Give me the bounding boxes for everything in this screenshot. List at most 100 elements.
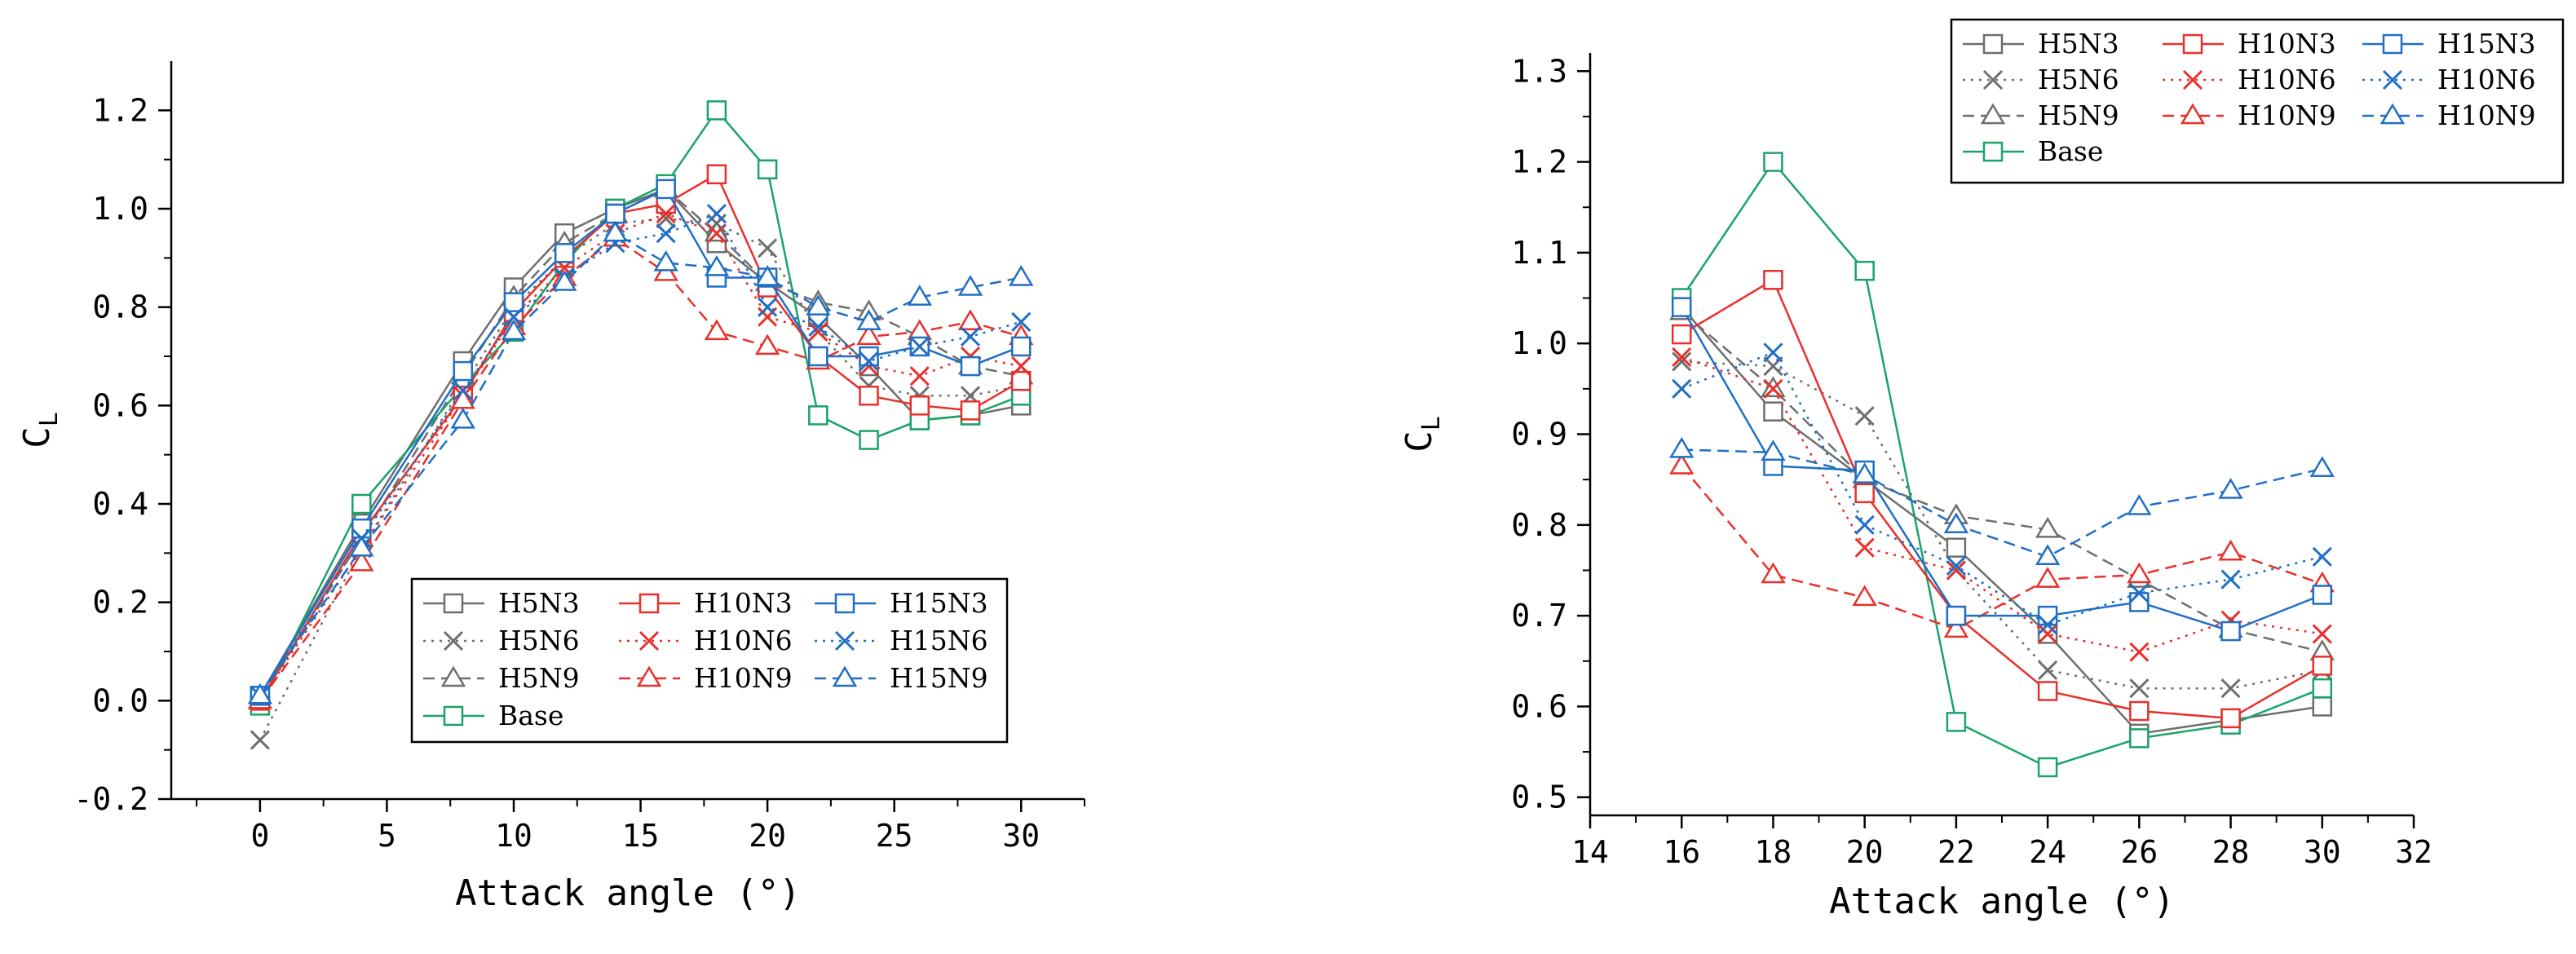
data-point-marker [808, 316, 828, 337]
legend-label: H5N3 [498, 587, 580, 619]
data-point-marker [706, 203, 727, 224]
data-point-marker [757, 159, 778, 179]
legend-entry: H5N3 [1963, 28, 2119, 60]
data-point-marker [808, 321, 828, 342]
data-point-marker [2038, 615, 2058, 635]
data-point-marker [1763, 378, 1783, 399]
data-point-marker [1854, 406, 1875, 426]
data-point-marker [1761, 562, 1786, 584]
legend-entry: H10N6 [2163, 64, 2336, 95]
data-point-marker [2035, 567, 2061, 588]
data-point-marker [503, 292, 524, 312]
y-tick-label: 0.9 [1511, 417, 1567, 453]
x-tick-label: 30 [2304, 834, 2341, 870]
legend-entry: H15N3 [2362, 28, 2536, 60]
data-point-marker [656, 179, 676, 200]
data-point-marker [2129, 700, 2150, 722]
x-tick-label: 10 [495, 818, 532, 854]
legend-entry: H15N9 [815, 662, 988, 694]
legend-marker [638, 630, 660, 651]
y-axis-title: CL [1398, 416, 1446, 453]
data-point-marker [909, 366, 930, 386]
data-point-marker [1854, 483, 1875, 504]
x-axis-title: Attack angle (°) [1829, 881, 2175, 922]
legend-entry: H15N6 [815, 625, 988, 656]
legend-entry: H10N9 [2163, 99, 2336, 131]
series-line [1681, 307, 2323, 633]
data-point-marker [2312, 696, 2333, 717]
data-point-marker [909, 336, 930, 356]
legend-marker [443, 705, 464, 727]
legend-label: H10N9 [2238, 99, 2336, 131]
legend-marker [636, 665, 662, 687]
data-point-marker [2129, 642, 2150, 662]
legend-marker [834, 593, 855, 614]
data-point-marker [2220, 708, 2241, 729]
data-point-marker [909, 395, 930, 416]
data-point-marker [960, 326, 981, 347]
legend-entry: H10N6 [619, 625, 793, 656]
series-base [1671, 152, 2333, 778]
legend-marker [1982, 33, 2004, 55]
y-tick-label: 1.1 [1511, 235, 1567, 271]
data-point-marker [2220, 569, 2241, 590]
legend-label: H10N3 [694, 587, 793, 619]
x-tick-label: 16 [1663, 834, 1700, 870]
data-point-marker [704, 319, 730, 341]
data-point-marker [960, 356, 981, 377]
data-point-marker [1763, 401, 1783, 422]
data-point-marker [1854, 537, 1875, 558]
series-line [1681, 311, 2323, 653]
data-point-marker [808, 346, 828, 367]
legend-entry: H10N3 [619, 587, 793, 619]
legend-marker [443, 593, 464, 614]
data-point-marker [349, 550, 374, 572]
data-point-marker [1946, 712, 1967, 732]
series-line [1681, 278, 2323, 720]
data-point-marker [1943, 512, 1969, 534]
data-point-marker [1011, 356, 1032, 377]
legend-marker [443, 630, 464, 651]
data-point-marker [907, 285, 932, 306]
data-point-marker [450, 407, 475, 429]
legend-marker [832, 665, 858, 687]
legend-marker [2180, 103, 2206, 125]
legend-label: H5N3 [2038, 28, 2119, 60]
data-point-marker [2220, 678, 2241, 699]
x-tick-label: 26 [2120, 834, 2158, 870]
data-point-marker [2127, 494, 2152, 515]
left-chart-panel: 0 5 10 15 20 25 30 -0.2 0.0 0.2 0.4 0.6 0.8 1.0 1.2 Att… [16, 61, 1085, 914]
data-point-marker [957, 309, 983, 331]
data-point-marker [859, 386, 879, 406]
legend-label: H10N9 [694, 662, 793, 694]
legend-label: H5N6 [498, 625, 580, 656]
legend-marker [2182, 69, 2203, 91]
series-h10n9 [1669, 436, 2335, 566]
data-point-marker [1946, 605, 1967, 626]
legend-label: H10N3 [2238, 28, 2336, 60]
data-point-marker [706, 223, 727, 244]
x-tick-label: 18 [1755, 834, 1792, 870]
data-point-marker [1946, 560, 1966, 581]
data-point-marker [250, 730, 270, 750]
series-h10n6 [1672, 342, 2332, 635]
legend-label: Base [498, 700, 563, 731]
data-point-marker [2035, 544, 2061, 566]
legend-label: H10N9 [2437, 99, 2536, 131]
data-point-marker [501, 319, 527, 341]
legend-entry: H5N9 [423, 662, 580, 694]
data-point-marker [656, 223, 676, 244]
legend-marker [2382, 33, 2403, 55]
data-point-marker [754, 265, 780, 286]
y-tick-label: 1.3 [1511, 53, 1567, 89]
legend-entry: H10N6 [2362, 64, 2536, 95]
data-point-marker [1009, 265, 1034, 286]
y-tick-label: 0.0 [92, 682, 148, 718]
data-point-marker [957, 275, 983, 296]
data-point-marker [554, 243, 575, 263]
data-point-marker [2218, 478, 2243, 499]
x-tick-label: 20 [1846, 834, 1884, 870]
y-tick-label: 1.0 [1511, 325, 1567, 361]
legend-marker [638, 593, 660, 614]
